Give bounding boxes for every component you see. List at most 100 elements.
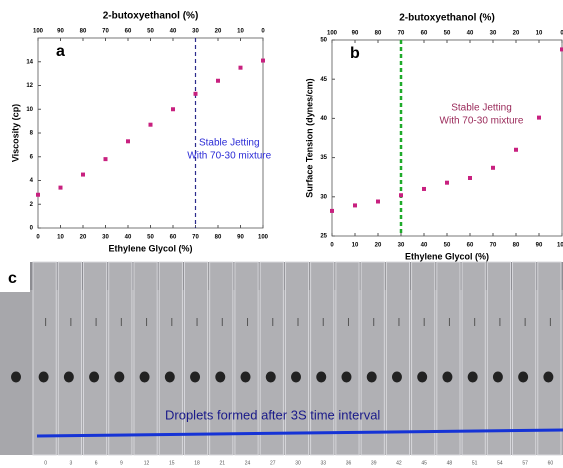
frame-column <box>183 261 209 456</box>
x2-tick-label: 20 <box>513 31 520 37</box>
x-tick-label: 0 <box>330 243 334 249</box>
panel-label-bg <box>0 262 30 292</box>
droplet <box>467 371 478 383</box>
droplet <box>190 371 201 383</box>
y-axis-label: Viscosity (cp) <box>10 104 20 162</box>
x2-tick-label: 20 <box>215 29 222 35</box>
frame-column <box>82 261 108 456</box>
droplet <box>63 371 74 383</box>
droplet <box>291 371 301 383</box>
data-point <box>514 147 518 152</box>
y-tick-label: 4 <box>30 178 34 184</box>
y-tick-label: 50 <box>320 38 327 44</box>
time-label: 0 <box>44 460 47 466</box>
data-point <box>491 165 495 170</box>
frame-column <box>57 261 82 456</box>
y-tick-label: 45 <box>320 77 327 83</box>
y-tick-label: 14 <box>26 59 33 65</box>
droplet <box>114 371 125 383</box>
panel-label: b <box>350 45 360 62</box>
annotation: With 70-30 mixture <box>187 151 271 162</box>
y-tick-label: 40 <box>320 116 327 122</box>
annotation: With 70-30 mixture <box>440 116 524 127</box>
frame-column <box>108 261 133 456</box>
panel-label: a <box>56 43 65 60</box>
droplet <box>518 371 529 383</box>
time-label: 27 <box>270 460 276 466</box>
data-point <box>103 157 108 162</box>
x-tick-label: 50 <box>444 243 451 249</box>
time-label: 42 <box>396 460 402 466</box>
x-tick-label: 60 <box>467 243 474 249</box>
droplet <box>316 371 327 383</box>
frame-column <box>133 261 158 456</box>
droplet <box>442 371 453 383</box>
data-point <box>445 180 449 185</box>
x2-tick-label: 40 <box>170 29 177 35</box>
x-tick-label: 50 <box>147 235 154 241</box>
x2-tick-label: 10 <box>237 29 244 35</box>
x-tick-label: 70 <box>192 235 199 241</box>
droplet <box>417 371 428 383</box>
time-label: 12 <box>144 460 150 466</box>
time-label: 45 <box>421 460 427 466</box>
x2-tick-label: 80 <box>375 31 382 37</box>
droplet <box>38 371 49 383</box>
droplet <box>164 371 175 383</box>
y-tick-label: 10 <box>26 107 33 113</box>
data-point <box>238 65 243 70</box>
time-label: 3 <box>69 460 72 466</box>
x2-tick-label: 60 <box>125 29 132 35</box>
x2-tick-label: 100 <box>33 29 44 35</box>
time-label: 39 <box>371 460 377 466</box>
y-tick-label: 30 <box>320 194 327 200</box>
frame-column <box>512 261 537 456</box>
y-tick-label: 35 <box>320 155 327 161</box>
x-axis-label: Ethylene Glycol (%) <box>108 243 192 253</box>
droplet <box>11 371 21 383</box>
frame-column <box>310 261 335 456</box>
data-point <box>58 185 63 190</box>
x-tick-label: 90 <box>237 235 244 241</box>
x2-axis-label: 2-butoxyethanol (%) <box>399 13 495 24</box>
annotation: Stable Jetting <box>451 103 512 114</box>
data-point <box>376 199 380 204</box>
y-tick-label: 8 <box>30 131 34 137</box>
time-label: 48 <box>447 460 453 466</box>
x-tick-label: 20 <box>80 235 87 241</box>
x-tick-label: 40 <box>421 243 428 249</box>
x2-tick-label: 0 <box>261 29 265 35</box>
y-tick-label: 0 <box>30 226 34 232</box>
y-tick-label: 25 <box>320 234 327 240</box>
data-point <box>216 78 220 83</box>
x-tick-label: 100 <box>258 235 269 241</box>
y-tick-label: 2 <box>30 202 34 208</box>
x-tick-label: 80 <box>215 235 222 241</box>
photo-caption: Droplets formed after 3S time interval <box>165 407 380 422</box>
x-tick-label: 30 <box>398 243 405 249</box>
droplet <box>341 371 352 383</box>
time-label: 24 <box>245 460 251 466</box>
frame-column <box>209 261 234 456</box>
x-tick-label: 10 <box>352 243 359 249</box>
time-label: 51 <box>472 460 478 466</box>
x2-tick-label: 50 <box>444 31 451 37</box>
frame-column <box>360 261 385 456</box>
x2-tick-label: 30 <box>192 29 199 35</box>
plot-frame <box>37 37 264 229</box>
data-point <box>171 107 175 112</box>
data-point <box>468 175 472 180</box>
x2-tick-label: 90 <box>57 29 64 35</box>
x-tick-label: 100 <box>557 243 563 249</box>
frame-column <box>32 261 57 456</box>
data-point <box>399 193 403 198</box>
x-tick-label: 90 <box>536 243 543 249</box>
data-point <box>330 208 334 213</box>
frame-column <box>284 261 310 456</box>
frame-column <box>335 261 360 456</box>
x-tick-label: 40 <box>125 235 132 241</box>
time-label: 6 <box>95 460 98 466</box>
frame-column <box>411 261 436 456</box>
time-label: 18 <box>194 460 200 466</box>
time-label: 30 <box>295 460 301 466</box>
